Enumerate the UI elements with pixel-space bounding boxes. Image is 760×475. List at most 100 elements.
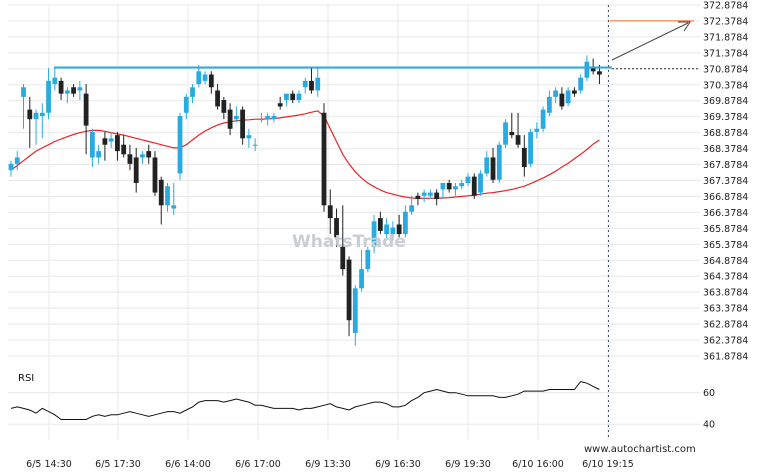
y-tick-label: 371.3784: [703, 48, 748, 59]
candle-bullish: [202, 74, 208, 81]
candle-bullish: [465, 176, 471, 184]
y-tick-label: 362.8784: [703, 320, 748, 331]
x-tick-label: 6/10 19:15: [582, 459, 634, 470]
candle-bearish: [83, 93, 89, 126]
candle-bullish: [503, 122, 508, 145]
candle-bearish: [327, 205, 333, 219]
candle-bearish: [240, 109, 246, 139]
candle-bearish: [346, 259, 352, 321]
candle-bearish: [221, 100, 227, 113]
candle-bearish: [490, 157, 496, 180]
y-tick-label: 368.8784: [703, 128, 748, 139]
candle-bullish: [271, 115, 277, 120]
candle-bullish: [428, 192, 433, 196]
candle-bullish: [302, 80, 308, 88]
candle-bearish: [277, 103, 283, 107]
candle-bullish: [171, 205, 177, 209]
x-tick-label: 6/5 14:30: [26, 459, 72, 470]
candle-bearish: [415, 195, 421, 199]
candle-bullish: [14, 157, 20, 164]
candle-bearish: [446, 183, 452, 190]
candle-bullish: [402, 211, 408, 235]
forecast-arrow-line: [611, 22, 689, 61]
candle-bullish: [384, 224, 389, 235]
candle-bearish: [146, 151, 152, 158]
rsi-title: RSI: [18, 373, 34, 384]
y-tick-label: 371.8784: [703, 32, 748, 43]
candle-bullish: [478, 173, 483, 193]
candle-bearish: [309, 80, 314, 91]
y-tick-label: 372.8784: [703, 1, 748, 12]
x-tick-labels: 6/5 14:30 6/5 17:30 6/6 14:00 6/6 17:00 6/9 …: [26, 459, 634, 470]
rsi-panel: RSI 60 40: [8, 373, 715, 431]
candle-bearish: [572, 90, 577, 94]
y-tick-label: 363.8784: [703, 288, 748, 299]
candle-bullish: [265, 115, 271, 120]
candles: [8, 55, 602, 346]
moving-average-layer: [10, 110, 600, 199]
candle-bullish: [453, 186, 458, 190]
x-tick-label: 6/9 16:30: [375, 459, 421, 470]
moving-average-line: [10, 110, 600, 199]
y-tick-label: 367.3784: [703, 176, 748, 187]
candle-bearish: [215, 90, 220, 107]
candle-bullish: [390, 227, 396, 235]
y-tick-label: 370.8784: [703, 64, 748, 75]
y-tick-label: 364.3784: [703, 272, 748, 283]
candle-bullish: [165, 186, 170, 206]
candle-bearish: [27, 109, 33, 120]
candle-bullish: [359, 269, 364, 289]
candle-bullish: [440, 183, 446, 190]
candle-bearish: [58, 80, 64, 94]
candle-bearish: [227, 109, 233, 129]
footer-url: www.autochartist.com: [584, 444, 696, 455]
x-tick-label: 6/10 16:00: [512, 459, 564, 470]
candle-bullish: [33, 112, 39, 120]
overlay: [54, 5, 700, 440]
candle-bearish: [471, 176, 477, 196]
candle-bullish: [365, 250, 371, 270]
rsi-tick-label: 60: [703, 388, 715, 399]
x-tick-label: 6/6 14:00: [165, 459, 211, 470]
candle-bullish: [565, 90, 571, 104]
candle-bearish: [597, 71, 602, 75]
candle-bullish: [39, 112, 45, 116]
x-tick-label: 6/5 17:30: [95, 459, 141, 470]
candle-bullish: [96, 151, 102, 158]
y-tick-label: 369.3784: [703, 112, 748, 123]
candle-bearish: [559, 93, 565, 107]
y-tick-label: 362.3784: [703, 336, 748, 347]
candle-bearish: [71, 87, 76, 94]
candle-bullish: [77, 87, 83, 91]
candle-bearish: [334, 218, 339, 238]
candle-bullish: [196, 71, 202, 85]
candle-bullish: [409, 205, 415, 212]
candle-bullish: [584, 61, 590, 78]
candle-bearish: [127, 154, 133, 164]
candle-bullish: [252, 144, 258, 146]
y-tick-label: 368.3784: [703, 144, 748, 155]
candle-bearish: [152, 157, 158, 193]
candle-bullish: [578, 77, 584, 91]
y-tick-label: 363.3784: [703, 304, 748, 315]
candle-bullish: [233, 115, 239, 120]
candle-bearish: [290, 93, 296, 101]
rsi-line: [10, 381, 600, 420]
y-tick-label: 367.8784: [703, 160, 748, 171]
x-tick-label: 6/9 13:30: [305, 459, 351, 470]
candle-bullish: [140, 154, 145, 158]
forecast-arrow-head: [678, 21, 691, 32]
candle-bullish: [21, 87, 26, 97]
candle-bullish: [259, 119, 264, 121]
candle-bullish: [46, 80, 51, 113]
rsi-tick-label: 40: [703, 420, 715, 431]
candle-bullish: [484, 157, 490, 174]
y-tick-label: 369.8784: [703, 96, 748, 107]
candle-bearish: [208, 74, 214, 88]
candle-bullish: [371, 221, 377, 247]
y-tick-label: 361.8784: [703, 352, 748, 363]
y-tick-labels: 372.8784 372.3784 371.8784 371.3784 370.8784…: [703, 1, 748, 363]
candle-bullish: [183, 96, 189, 113]
y-tick-label: 364.8784: [703, 256, 748, 267]
